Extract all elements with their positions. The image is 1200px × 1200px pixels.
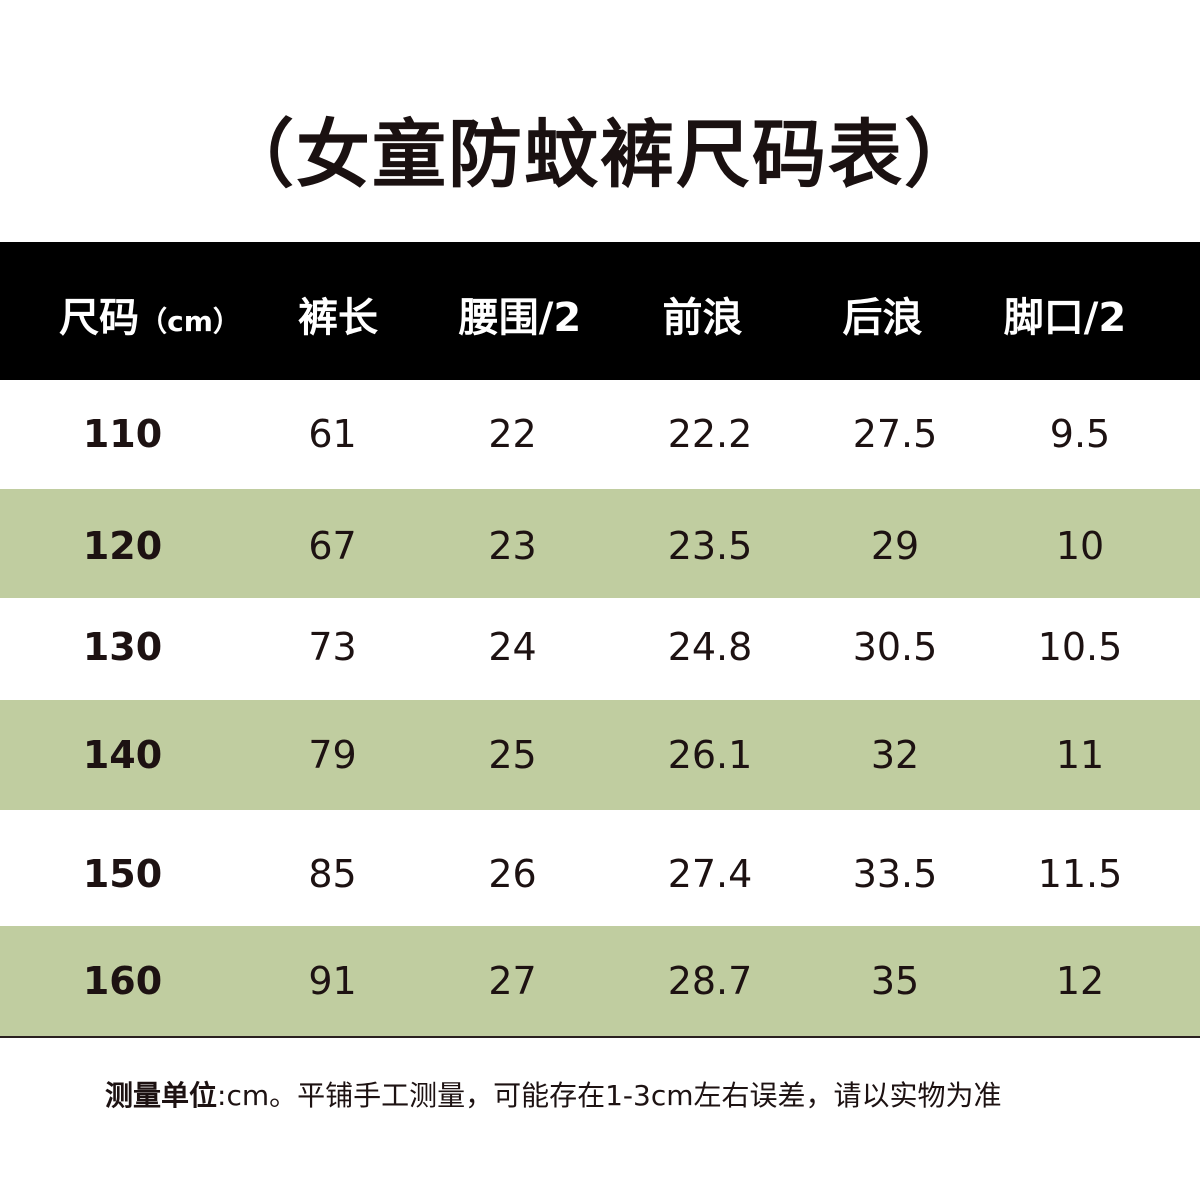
header-length: 裤长 <box>298 295 378 341</box>
table-header: 尺码（cm） 裤长 腰围/2 前浪 后浪 脚口/2 <box>0 242 1200 380</box>
table-row: 120 67 23 23.5 29 10 <box>0 489 1200 598</box>
cell-length: 85 <box>308 852 357 896</box>
header-back-rise: 后浪 <box>842 295 923 341</box>
cell-length: 73 <box>308 625 357 669</box>
cell-front-rise: 26.1 <box>667 733 753 777</box>
cell-back-rise: 29 <box>870 523 920 568</box>
cell-size: 130 <box>82 625 163 669</box>
cell-hem: 9.5 <box>1049 411 1111 456</box>
header-hem: 脚口/2 <box>1003 295 1127 341</box>
table-row: 160 91 27 28.7 35 12 <box>0 926 1200 1036</box>
cell-length: 91 <box>308 959 357 1003</box>
cell-length: 67 <box>308 523 357 568</box>
cell-waist: 22 <box>488 411 537 456</box>
cell-hem: 10 <box>1055 523 1105 568</box>
cell-size: 110 <box>82 411 163 456</box>
cell-hem: 12 <box>1055 959 1105 1003</box>
table-row: 140 79 25 26.1 32 11 <box>0 700 1200 810</box>
cell-hem: 11 <box>1055 733 1105 777</box>
note-label: 测量单位 <box>105 1079 218 1112</box>
table-bottom-divider <box>0 1036 1200 1038</box>
header-size-label: 尺码 <box>59 295 140 341</box>
cell-hem: 10.5 <box>1037 625 1123 669</box>
cell-size: 120 <box>82 523 163 568</box>
cell-waist: 27 <box>488 959 537 1003</box>
cell-length: 79 <box>308 733 357 777</box>
cell-size: 160 <box>82 959 163 1003</box>
cell-back-rise: 33.5 <box>852 852 938 896</box>
cell-size: 140 <box>82 733 163 777</box>
cell-length: 61 <box>308 411 357 456</box>
cell-back-rise: 27.5 <box>852 411 938 456</box>
cell-back-rise: 32 <box>870 733 920 777</box>
cell-front-rise: 22.2 <box>667 411 753 456</box>
header-size-unit: （cm） <box>139 305 241 338</box>
header-front-rise: 前浪 <box>662 295 743 341</box>
header-waist: 腰围/2 <box>458 295 582 341</box>
cell-front-rise: 23.5 <box>667 523 753 568</box>
cell-hem: 11.5 <box>1037 852 1123 896</box>
cell-front-rise: 24.8 <box>667 625 753 669</box>
header-size: 尺码（cm） <box>55 242 245 380</box>
table-row: 130 73 24 24.8 30.5 10.5 <box>0 598 1200 700</box>
cell-front-rise: 28.7 <box>667 959 753 1003</box>
note-text: :cm。平铺手工测量，可能存在1-3cm左右误差，请以实物为准 <box>217 1079 1002 1112</box>
cell-size: 150 <box>82 852 163 896</box>
cell-waist: 23 <box>488 523 537 568</box>
cell-waist: 24 <box>488 625 537 669</box>
cell-waist: 25 <box>488 733 537 777</box>
table-row: 150 85 26 27.4 33.5 11.5 <box>0 810 1200 926</box>
cell-front-rise: 27.4 <box>667 852 753 896</box>
cell-waist: 26 <box>488 852 537 896</box>
page-title: （女童防蚊裤尺码表） <box>220 112 980 198</box>
cell-back-rise: 30.5 <box>852 625 938 669</box>
cell-back-rise: 35 <box>870 959 920 1003</box>
table-row: 110 61 22 22.2 27.5 9.5 <box>0 380 1200 489</box>
measurement-note: 测量单位:cm。平铺手工测量，可能存在1-3cm左右误差，请以实物为准 <box>105 1076 1002 1116</box>
